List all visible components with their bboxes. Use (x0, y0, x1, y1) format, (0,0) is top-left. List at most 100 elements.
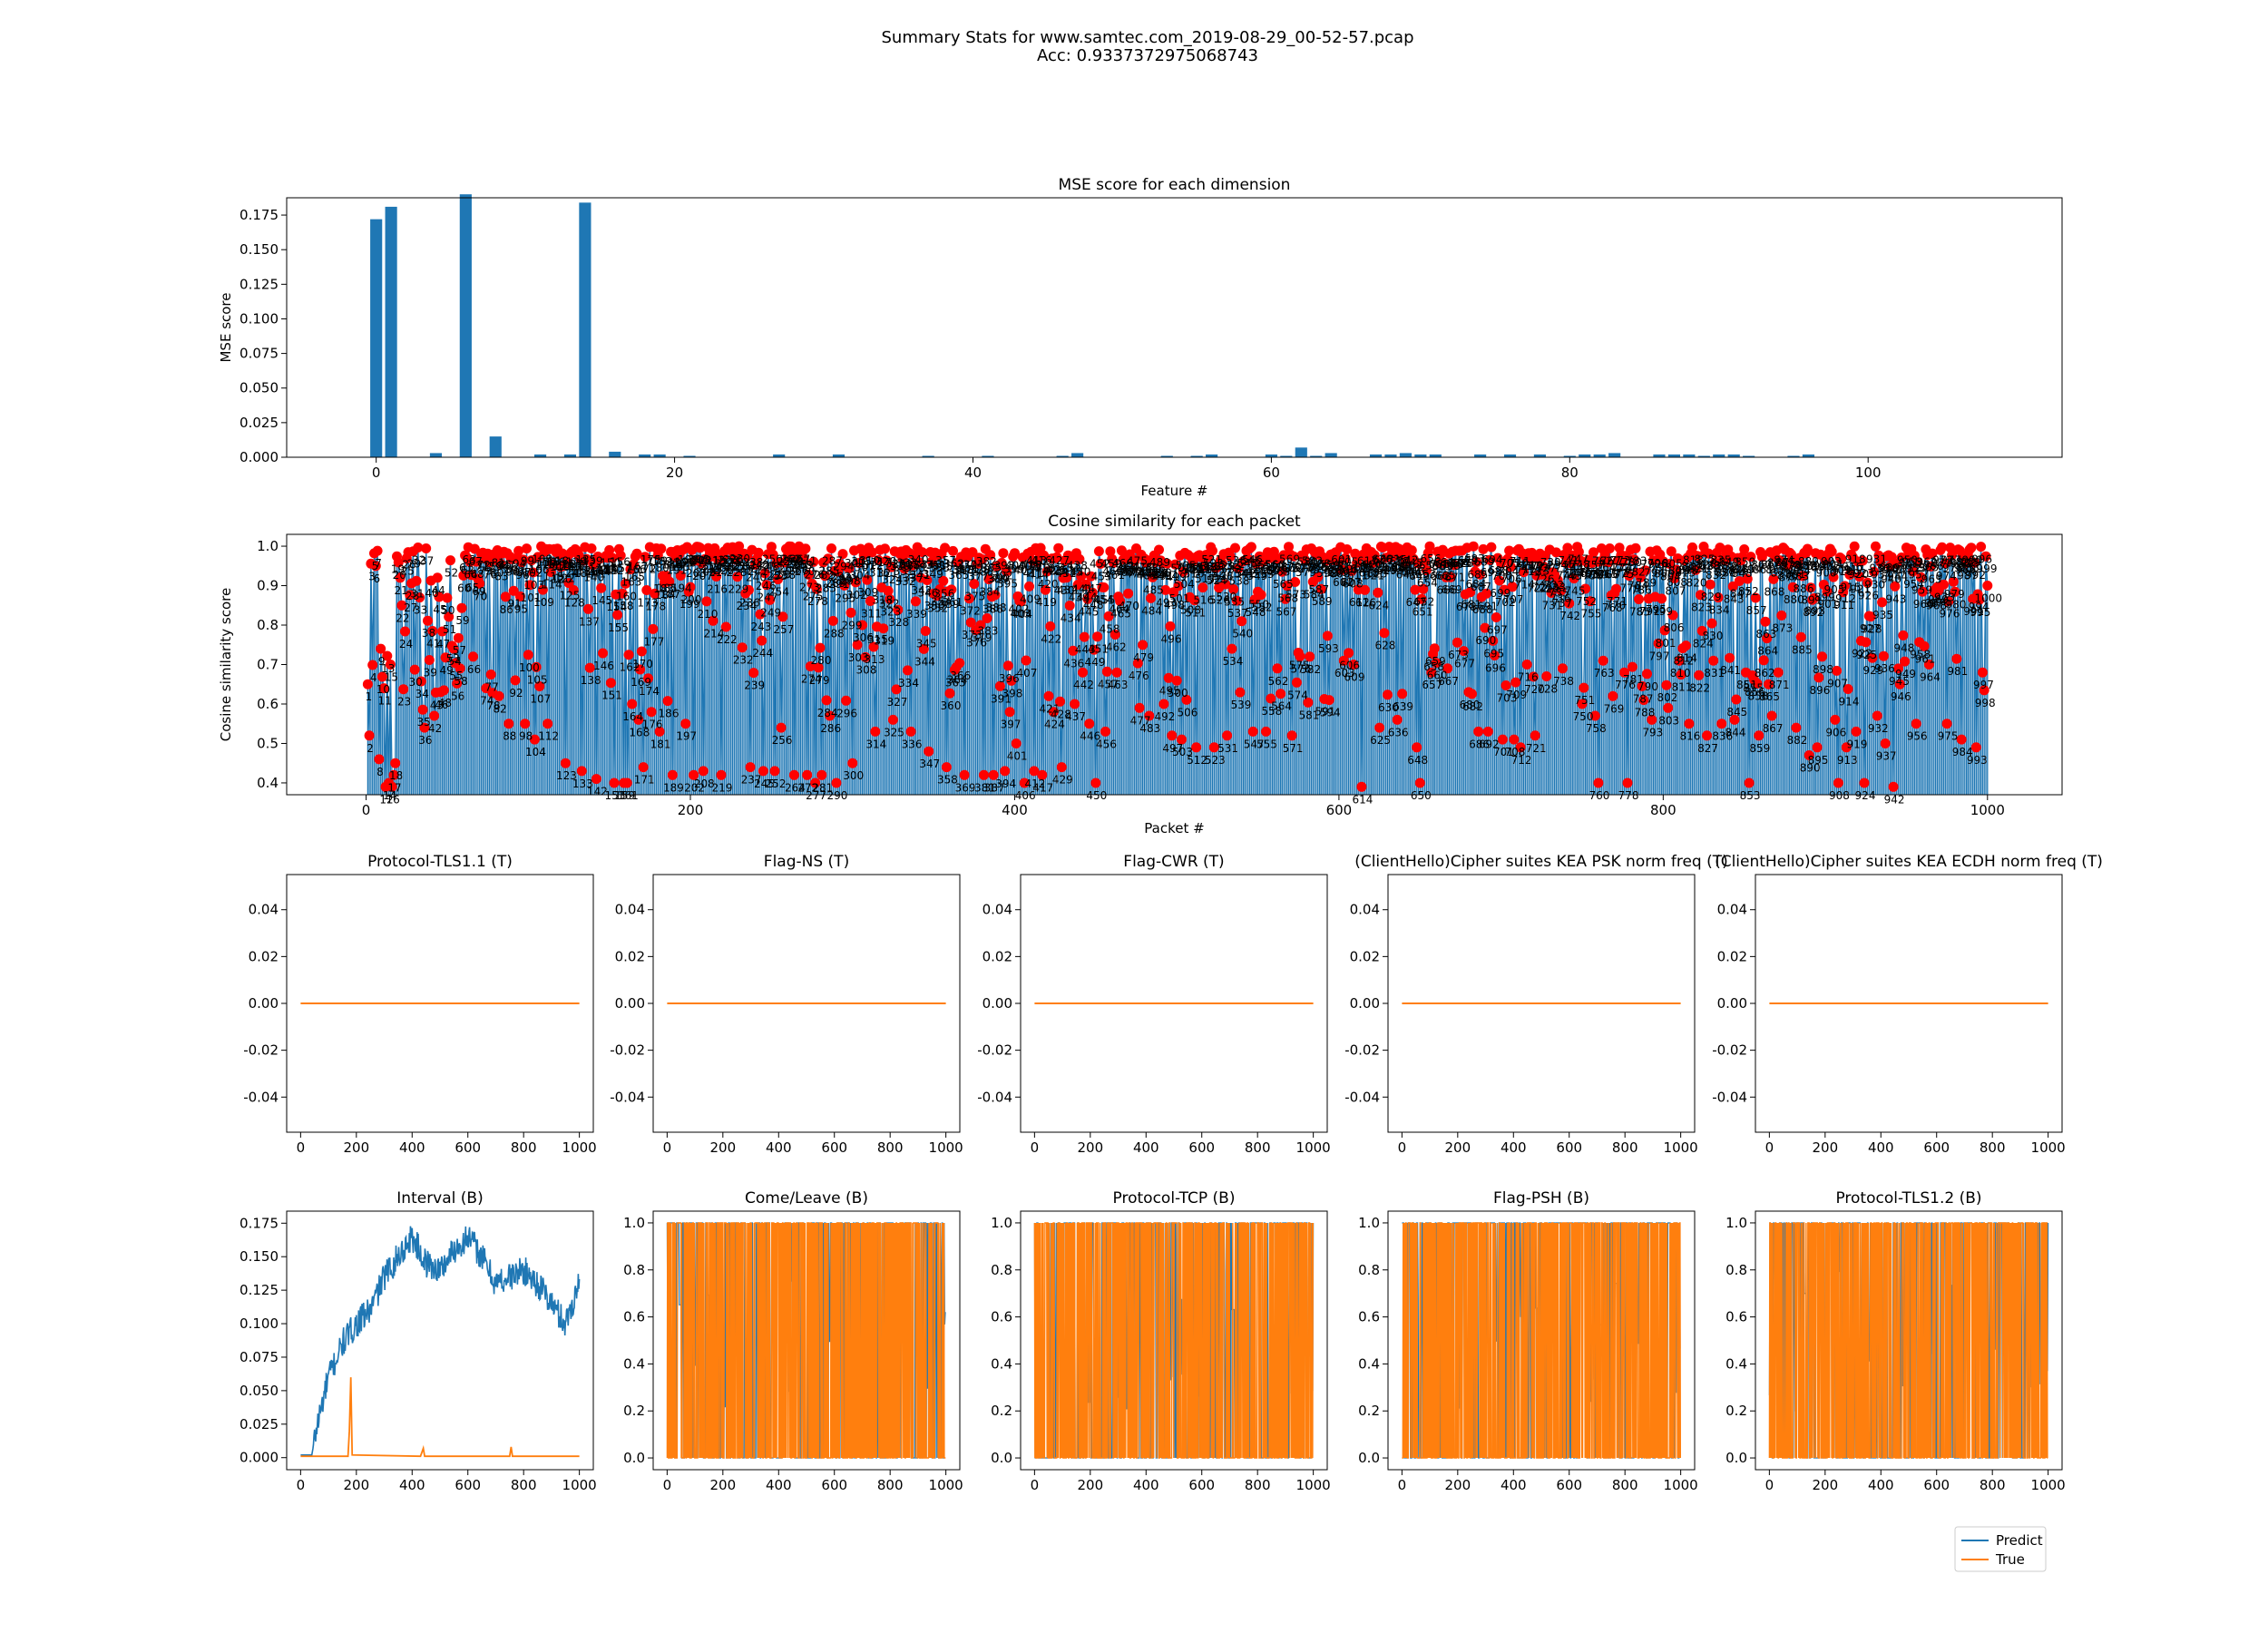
packet-label: 291 (828, 578, 849, 591)
packet-label: 600 (1329, 567, 1350, 580)
packet-label: 675 (1451, 557, 1471, 570)
y-tick-label: 1.0 (1358, 1215, 1380, 1231)
packet-label: 261 (780, 552, 801, 565)
packet-label: 539 (1230, 699, 1251, 711)
packet-label: 956 (1907, 730, 1928, 743)
x-tick-label: 400 (399, 1139, 425, 1156)
packet-label: 579 (1295, 566, 1316, 579)
packet-label: 316 (869, 566, 890, 579)
packet-marker (761, 580, 772, 591)
packet-marker (528, 567, 539, 578)
x-tick-label: 0 (297, 1139, 306, 1156)
packet-label: 610 (1345, 560, 1366, 572)
packet-marker (547, 559, 558, 570)
y-tick-label: 0.5 (257, 735, 279, 751)
packet-label: 423 (1042, 565, 1063, 578)
packet-label: 398 (1002, 687, 1022, 699)
packet-marker (1979, 685, 1989, 696)
packet-label: 789 (1636, 577, 1657, 590)
packet-label: 394 (995, 777, 1016, 790)
packet-marker (1439, 558, 1450, 569)
packet-marker (813, 662, 824, 673)
packet-label: 904 (1823, 558, 1843, 571)
packet-label: 948 (1893, 641, 1914, 654)
packet-marker (1754, 730, 1765, 741)
packet-label: 999 (1977, 562, 1998, 575)
packet-label: 36 (418, 734, 432, 747)
subplot-title: Flag-PSH (B) (1493, 1189, 1589, 1208)
packet-label: 118 (548, 555, 569, 568)
packet-label: 670 (1443, 558, 1464, 571)
packet-label: 18 (389, 769, 403, 782)
packet-label: 520 (1199, 561, 1220, 573)
packet-marker (800, 543, 811, 554)
packet-label: 912 (1835, 592, 1856, 605)
subplot-title: (ClientHello)Cipher suites KEA ECDH norm… (1715, 853, 2103, 871)
packet-marker (1011, 738, 1022, 748)
packet-label: 528 (1213, 570, 1234, 582)
packet-marker (513, 545, 524, 556)
packet-label: 54 (447, 655, 461, 668)
packet-label: 431 (1055, 567, 1076, 580)
packet-label: 173 (637, 597, 658, 610)
packet-marker (1760, 616, 1771, 627)
packet-label: 284 (817, 707, 838, 719)
packet-marker (1950, 586, 1960, 597)
packet-label: 677 (1454, 658, 1475, 670)
packet-label: 568 (1277, 592, 1298, 605)
packet-marker (996, 558, 1007, 568)
packet-marker (1272, 663, 1283, 674)
packet-label: 53 (446, 652, 460, 665)
bar-feature-78 (1533, 454, 1546, 457)
packet-label: 325 (884, 726, 904, 738)
packet-label: 425 (1046, 564, 1067, 577)
subplot-title: Protocol-TCP (B) (1113, 1189, 1236, 1208)
packet-label: 144 (590, 565, 611, 578)
packet-marker (1528, 671, 1539, 682)
packet-marker (631, 548, 642, 559)
packet-label: 268 (791, 559, 812, 572)
packet-marker (629, 559, 639, 570)
packet-label: 513 (1188, 562, 1209, 575)
packet-label: 575 (1289, 660, 1310, 672)
packet-marker (698, 766, 709, 777)
packet-marker (1527, 547, 1538, 558)
packet-label: 408 (1018, 560, 1039, 572)
packet-label: 21 (394, 584, 407, 597)
packet-label: 694 (1481, 553, 1502, 566)
packet-marker (1867, 652, 1878, 663)
packet-label: 733 (1545, 581, 1566, 593)
packet-marker (1871, 541, 1881, 552)
packet-marker (1833, 777, 1843, 788)
packet-label: 182 (651, 555, 672, 568)
packet-label: 719 (1522, 559, 1543, 572)
packet-marker (1916, 572, 1926, 582)
packet-marker (854, 558, 865, 568)
packet-label: 594 (1320, 707, 1341, 719)
packet-label: 527 (1211, 567, 1232, 580)
packet-label: 674 (1450, 557, 1471, 570)
packet-marker (1593, 777, 1604, 788)
y-tick-label: 0.8 (623, 1262, 645, 1278)
packet-label: 263 (783, 555, 804, 568)
packet-label: 387 (984, 781, 1005, 794)
packet-label: 754 (1579, 566, 1600, 579)
packet-label: 391 (991, 692, 1012, 705)
packet-label: 683 (1464, 552, 1485, 565)
x-tick-label: 200 (1077, 1477, 1103, 1493)
bar-feature-82 (1593, 454, 1606, 457)
packet-marker (766, 542, 777, 552)
packet-label: 704 (1498, 565, 1519, 578)
x-tick-label: 200 (709, 1477, 736, 1493)
packet-label: 765 (1597, 568, 1618, 581)
packet-label: 781 (1623, 673, 1644, 686)
legend-predict-label: Predict (1996, 1532, 2043, 1549)
packet-label: 873 (1772, 621, 1793, 634)
packet-label: 695 (1483, 647, 1504, 660)
packet-label: 841 (1720, 664, 1741, 677)
packet-label: 375 (964, 591, 985, 603)
packet-label: 435 (1062, 565, 1083, 578)
packet-label: 93 (511, 564, 524, 577)
packet-marker (1642, 669, 1652, 680)
packet-marker (636, 646, 647, 657)
